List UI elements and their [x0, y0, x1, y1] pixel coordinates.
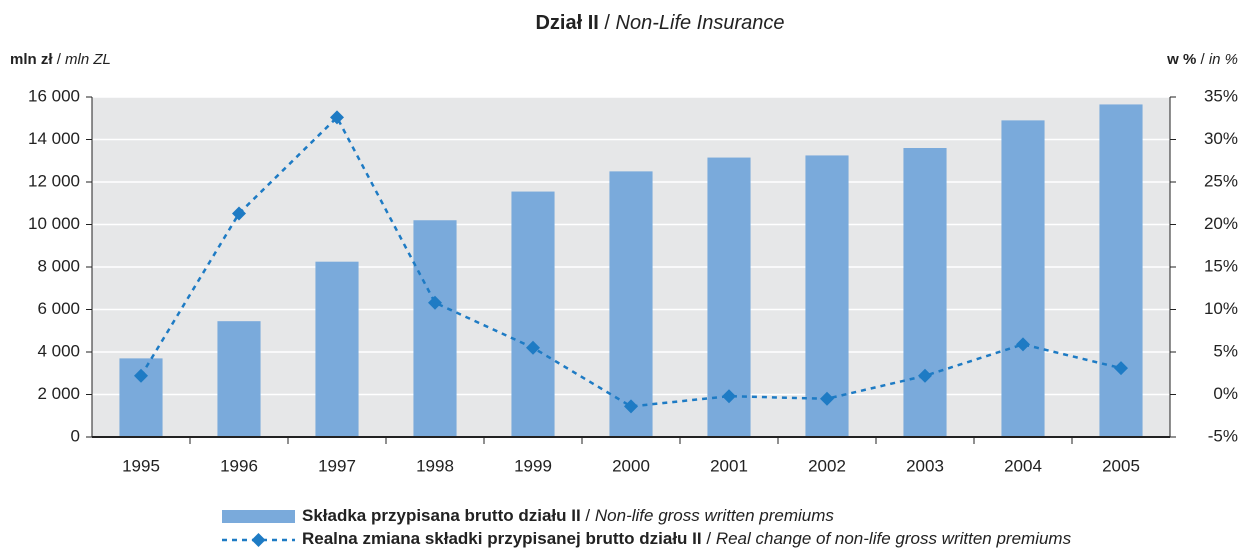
- y2-tick-label: 0%: [1213, 384, 1238, 403]
- line-marker: [1114, 361, 1128, 376]
- bar: [511, 191, 555, 437]
- bar: [1099, 104, 1143, 437]
- legend-swatch-marker: [251, 533, 266, 547]
- line-marker: [624, 399, 638, 414]
- x-tick-label: 1999: [514, 456, 552, 475]
- line-marker: [232, 206, 246, 221]
- y2-tick-label: 20%: [1204, 214, 1238, 233]
- x-tick-label: 2000: [612, 456, 650, 475]
- bar: [609, 171, 653, 437]
- y2label-sep: /: [1200, 51, 1205, 68]
- y-tick-label: 14 000: [28, 129, 80, 148]
- y-tick-label: 10 000: [28, 214, 80, 233]
- x-tick-label: 1995: [122, 456, 160, 475]
- legend: Składka przypisana brutto działu II / No…: [222, 506, 1072, 548]
- line-marker: [918, 368, 932, 383]
- bar: [217, 321, 261, 437]
- title-pl: Dział II: [535, 12, 598, 34]
- bar: [903, 148, 947, 437]
- bar: [413, 220, 457, 437]
- title-sep: /: [604, 12, 610, 34]
- legend-pl: Realna zmiana składki przypisanej brutto…: [302, 529, 702, 548]
- line: [139, 115, 1122, 408]
- line-marker: [722, 389, 736, 404]
- ylabel-pl: mln zł: [10, 51, 53, 68]
- chart-title: Dział II / Non-Life Insurance: [535, 12, 784, 34]
- y-tick-label: 0: [71, 426, 80, 445]
- x-tick-label: 1998: [416, 456, 454, 475]
- legend-entry: Realna zmiana składki przypisanej brutto…: [302, 529, 1072, 548]
- ylabel-sep: /: [57, 51, 62, 68]
- legend-en: Real change of non-life gross written pr…: [716, 529, 1072, 548]
- x-tick-label: 1996: [220, 456, 258, 475]
- y-tick-label: 8 000: [37, 256, 80, 275]
- line-marker: [134, 368, 148, 383]
- line-marker: [526, 340, 540, 355]
- y-axis-label: mln zł / mln ZL: [10, 51, 111, 68]
- line-marker: [428, 295, 442, 310]
- legend-pl: Składka przypisana brutto działu II: [302, 506, 581, 525]
- y2-tick-label: 15%: [1204, 256, 1238, 275]
- legend-en: Non-life gross written premiums: [595, 506, 835, 525]
- y-tick-label: 12 000: [28, 171, 80, 190]
- title-en: Non-Life Insurance: [616, 12, 785, 34]
- x-tick-label: 2003: [906, 456, 944, 475]
- x-tick-label: 2005: [1102, 456, 1140, 475]
- bar: [805, 155, 849, 437]
- y2-tick-label: 30%: [1204, 129, 1238, 148]
- x-tick-label: 1997: [318, 456, 356, 475]
- y2label-en: in %: [1209, 51, 1238, 68]
- x-tick-label: 2002: [808, 456, 846, 475]
- y2-axis-label: w % / in %: [1166, 51, 1238, 68]
- y-tick-label: 2 000: [37, 384, 80, 403]
- y2-tick-label: 35%: [1204, 86, 1238, 105]
- legend-entry: Składka przypisana brutto działu II / No…: [302, 506, 834, 525]
- y2label-pl: w %: [1166, 51, 1196, 68]
- x-tick-label: 2004: [1004, 456, 1042, 475]
- legend-sep: /: [706, 529, 711, 548]
- y-tick-label: 16 000: [28, 86, 80, 105]
- y2-tick-label: 25%: [1204, 171, 1238, 190]
- x-tick-label: 2001: [710, 456, 748, 475]
- line-marker: [330, 110, 344, 125]
- line-marker: [1016, 337, 1030, 352]
- y-tick-label: 4 000: [37, 341, 80, 360]
- legend-swatch-bar: [222, 510, 295, 523]
- y2-tick-label: 10%: [1204, 299, 1238, 318]
- line-marker: [820, 391, 834, 406]
- y2-tick-label: -5%: [1208, 426, 1238, 445]
- y2-tick-label: 5%: [1213, 341, 1238, 360]
- bar: [315, 261, 359, 437]
- legend-sep: /: [585, 506, 590, 525]
- bar: [1001, 120, 1045, 437]
- y-tick-label: 6 000: [37, 299, 80, 318]
- ylabel-en: mln ZL: [65, 51, 111, 68]
